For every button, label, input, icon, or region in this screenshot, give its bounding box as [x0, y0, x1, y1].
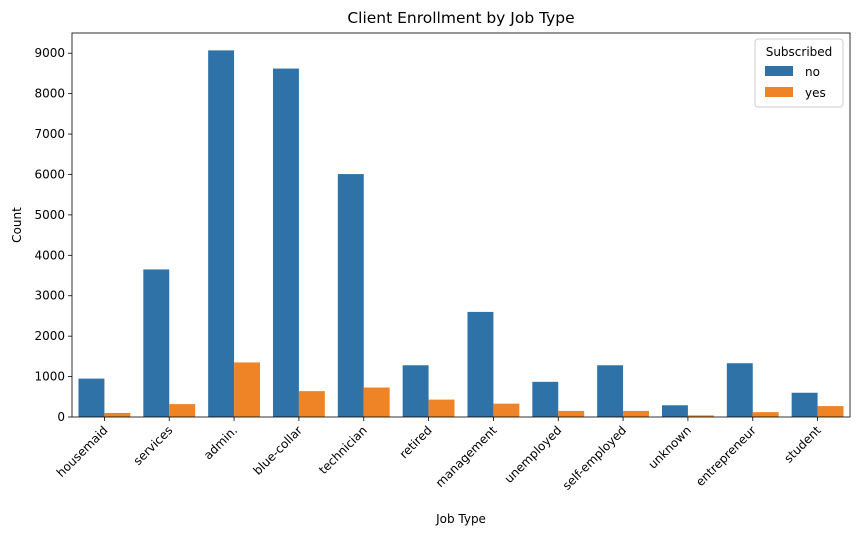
x-tick-label-unemployed: unemployed	[502, 423, 565, 486]
y-tick-label: 7000	[34, 127, 65, 141]
legend-title: Subscribed	[766, 45, 833, 59]
bar-student-yes	[817, 406, 844, 417]
legend: Subscribed no yes	[754, 38, 844, 108]
bar-unemployed-no	[532, 381, 559, 417]
y-tick-label: 5000	[34, 208, 65, 222]
bars-layer	[78, 50, 844, 417]
y-tick-label: 8000	[34, 87, 65, 101]
x-tick-label-management: management	[433, 423, 500, 490]
bar-blue-collar-yes	[298, 391, 325, 417]
legend-swatch-no	[765, 66, 793, 76]
legend-label-yes: yes	[805, 86, 826, 100]
x-axis: housemaid services admin. blue-collar techni…	[54, 417, 824, 493]
bar-student-no	[791, 392, 818, 417]
bar-retired-yes	[428, 399, 455, 417]
bar-entrepreneur-yes	[752, 412, 779, 417]
y-tick-label: 2000	[34, 329, 65, 343]
bar-blue-collar-no	[272, 68, 299, 417]
x-tick-label-entrepreneur: entrepreneur	[693, 423, 759, 489]
bar-technician-no	[337, 174, 364, 417]
x-tick-label-blue-collar: blue-collar	[250, 423, 305, 478]
bar-unknown-no	[661, 405, 688, 417]
plot-frame	[71, 32, 851, 418]
bar-management-no	[467, 311, 494, 417]
bar-services-yes	[169, 404, 196, 417]
y-tick-label: 0	[57, 410, 65, 424]
bar-entrepreneur-no	[726, 363, 753, 417]
bar-self-employed-no	[597, 365, 624, 417]
x-tick-label-admin: admin.	[201, 423, 240, 462]
bar-retired-no	[402, 365, 429, 417]
y-tick-label: 9000	[34, 46, 65, 60]
x-tick-label-unknown: unknown	[646, 423, 694, 471]
bar-technician-yes	[363, 387, 390, 417]
y-tick-label: 6000	[34, 167, 65, 181]
bar-services-no	[143, 269, 170, 417]
x-tick-label-services: services	[131, 423, 176, 468]
x-tick-label-retired: retired	[397, 423, 435, 461]
bar-management-yes	[493, 403, 520, 417]
bar-self-employed-yes	[623, 410, 650, 417]
x-tick-label-self-employed: self-employed	[560, 423, 630, 493]
bar-housemaid-no	[78, 378, 105, 417]
chart-title: Client Enrollment by Job Type	[347, 9, 574, 27]
y-tick-label: 3000	[34, 289, 65, 303]
y-tick-label: 1000	[34, 370, 65, 384]
x-tick-label-student: student	[781, 423, 824, 466]
bar-unknown-yes	[687, 415, 714, 417]
bar-housemaid-yes	[104, 412, 131, 417]
x-tick-label-technician: technician	[316, 423, 370, 477]
x-axis-label: Job Type	[435, 512, 486, 526]
legend-swatch-yes	[765, 87, 793, 97]
y-axis: 0 1000 2000 3000 4000 5000 6000 7000 8000 9000	[34, 46, 72, 424]
x-tick-label-housemaid: housemaid	[54, 423, 111, 480]
bar-admin-no	[208, 50, 235, 417]
y-tick-label: 4000	[34, 248, 65, 262]
legend-label-no: no	[805, 65, 820, 79]
y-axis-label: Count	[10, 207, 24, 243]
bar-admin-yes	[234, 362, 261, 417]
bar-unemployed-yes	[558, 410, 585, 417]
